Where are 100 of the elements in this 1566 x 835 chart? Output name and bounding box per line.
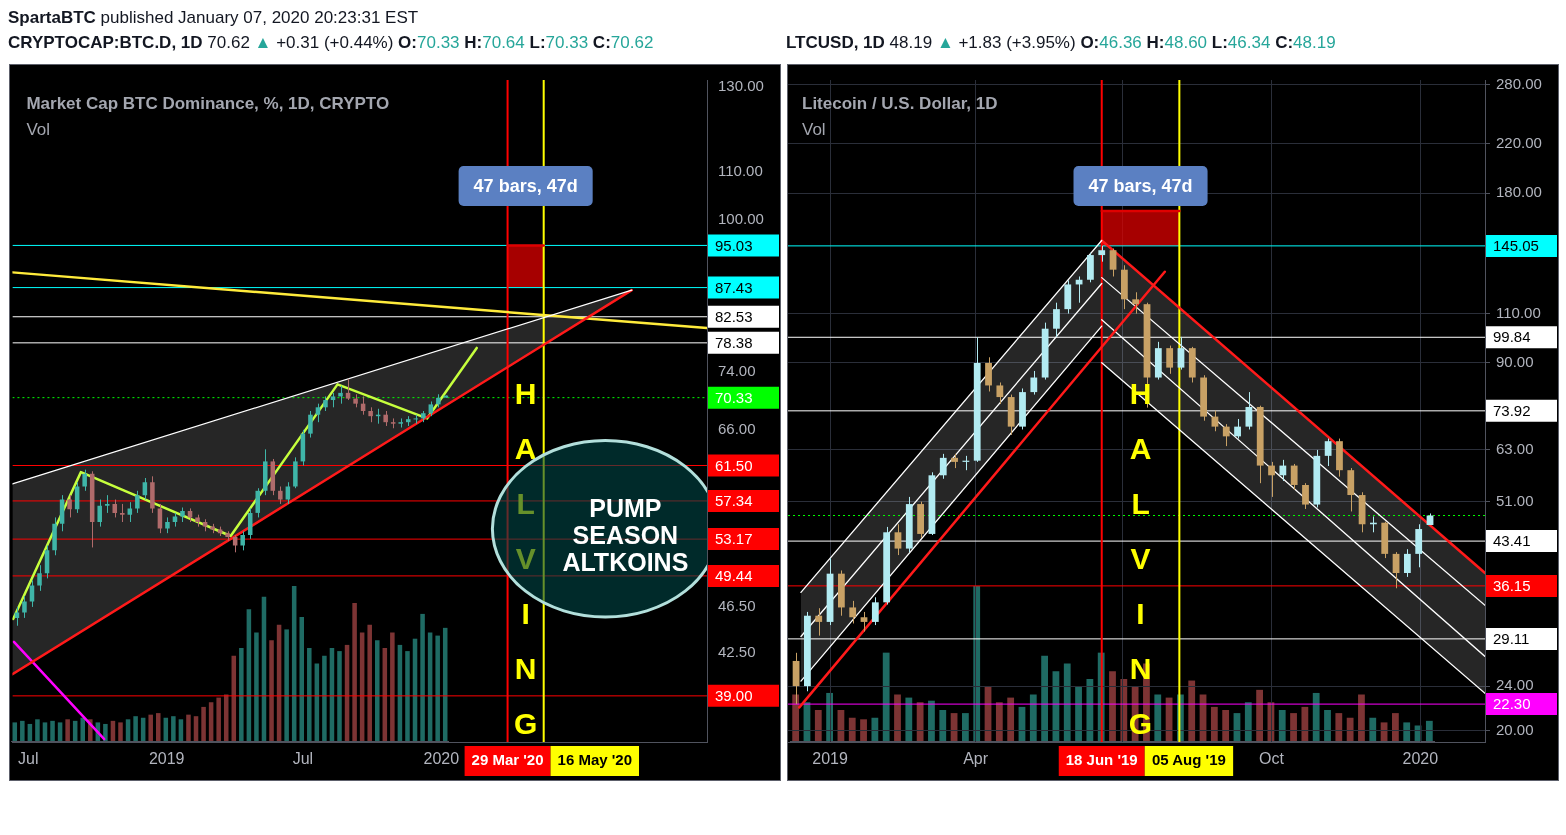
bar <box>155 713 161 741</box>
candlestick <box>22 595 27 619</box>
annotation: PUMP SEASON ALTKOINS <box>562 493 689 576</box>
bar <box>1154 694 1162 741</box>
y-tick-label: 220.00 <box>1496 134 1542 152</box>
ref-line-label: 57.34 <box>715 492 753 510</box>
y-tick-label: 20.00 <box>1496 720 1534 738</box>
ref-line-label: 29 Mar '20 <box>471 751 544 769</box>
ref-line-label: 78.38 <box>715 333 753 351</box>
x-tick-label: Jul <box>18 750 39 768</box>
bar <box>1063 663 1071 741</box>
bar <box>882 652 890 741</box>
bar <box>367 624 372 741</box>
bar <box>171 716 176 741</box>
ref-line-label: 95.03 <box>715 236 753 254</box>
bar <box>1403 722 1411 741</box>
bar <box>1210 706 1218 741</box>
candlestick <box>1222 423 1230 447</box>
candlestick <box>894 523 902 556</box>
candlestick <box>1132 291 1140 315</box>
ref-line-label: 36.15 <box>1493 577 1531 595</box>
annotation: Vol <box>802 119 826 139</box>
y-tick-label: 280.00 <box>1496 75 1542 93</box>
bar <box>42 722 48 741</box>
ref-line-label: 29.11 <box>1493 630 1530 648</box>
candlestick <box>1279 459 1287 482</box>
bar <box>284 629 289 741</box>
ref-line-label: 39.00 <box>715 687 753 705</box>
bar <box>1358 694 1365 741</box>
candlestick <box>120 503 125 523</box>
y-tick-label: 46.50 <box>718 597 756 615</box>
bar <box>50 720 55 741</box>
x-tick-label: 2019 <box>148 750 185 768</box>
candlestick <box>1324 438 1332 467</box>
candlestick <box>37 564 42 592</box>
bar <box>916 702 924 741</box>
text: 48.19 ▲ +1.83 (+3.95%) O:46.36 H:48.60 L:46.34 C:48.19 <box>889 33 1336 52</box>
annotation: Litecoin / U.S. Dollar, 1D <box>802 93 998 113</box>
ref-line-label: 18 Jun '19 <box>1065 751 1138 769</box>
ref-line-label: 99.84 <box>1493 328 1531 346</box>
candlestick <box>240 530 245 551</box>
candlestick <box>345 378 351 401</box>
y-tick-label: 24.00 <box>1496 676 1534 694</box>
bar <box>905 697 913 741</box>
candlestick <box>860 611 868 633</box>
y-tick-label: 51.00 <box>1496 491 1534 509</box>
bar <box>12 722 18 741</box>
candlestick <box>255 487 261 518</box>
candlestick <box>308 410 313 439</box>
bar <box>1086 679 1094 741</box>
y-tick-label: 74.00 <box>718 362 756 380</box>
candlestick <box>1166 345 1174 375</box>
x-tick-label: Jul <box>292 750 314 768</box>
bar <box>1335 713 1343 741</box>
bar <box>374 640 380 741</box>
bar <box>405 651 410 741</box>
y-tick-label: 110.00 <box>1496 303 1541 321</box>
bar <box>148 714 153 741</box>
bar <box>118 722 123 741</box>
ref-line-label: 43.41 <box>1493 532 1531 550</box>
y-tick-label: 66.00 <box>718 419 756 437</box>
bar <box>133 716 138 741</box>
ref-line-label: 53.17 <box>715 530 753 548</box>
candlestick <box>315 403 321 423</box>
y-tick-label: 100.00 <box>718 209 764 227</box>
bar <box>254 632 259 741</box>
ref-line-label: 05 Aug '19 <box>1151 751 1226 769</box>
bar <box>186 714 191 741</box>
bar <box>1222 710 1230 741</box>
candlestick <box>815 607 823 637</box>
bar <box>57 722 63 741</box>
bar <box>201 706 206 741</box>
bar <box>1244 702 1252 741</box>
bar <box>352 603 357 741</box>
ref-line-label: 16 May '20 <box>557 751 633 769</box>
chart-title: CRYPTOCAP:BTC.D, 1D <box>8 33 203 52</box>
bar <box>1369 717 1377 741</box>
bar <box>1324 710 1331 741</box>
x-tick-label: 2020 <box>423 750 460 768</box>
bar <box>390 632 395 741</box>
bar <box>1029 694 1037 741</box>
bar <box>20 720 25 741</box>
x-tick-label: Oct <box>1259 750 1285 768</box>
candlestick <box>1268 461 1275 498</box>
bar <box>1188 680 1196 741</box>
y-tick-label: 90.00 <box>1496 352 1534 370</box>
ref-line-label: 49.44 <box>715 567 753 585</box>
ref-line-label: 82.53 <box>715 307 753 325</box>
candlestick <box>14 606 20 627</box>
bar <box>928 700 935 741</box>
candlestick <box>285 481 291 505</box>
ref-line-label: 73.92 <box>1493 401 1531 419</box>
bar <box>420 613 425 741</box>
bar <box>65 719 70 741</box>
candlestick <box>1109 248 1117 277</box>
bar <box>1075 686 1082 741</box>
bar <box>1290 713 1297 741</box>
candlestick <box>996 381 1004 405</box>
bar <box>1425 720 1433 741</box>
annotation: Market Cap BTC Dominance, %, 1D, CRYPTO <box>26 93 390 113</box>
